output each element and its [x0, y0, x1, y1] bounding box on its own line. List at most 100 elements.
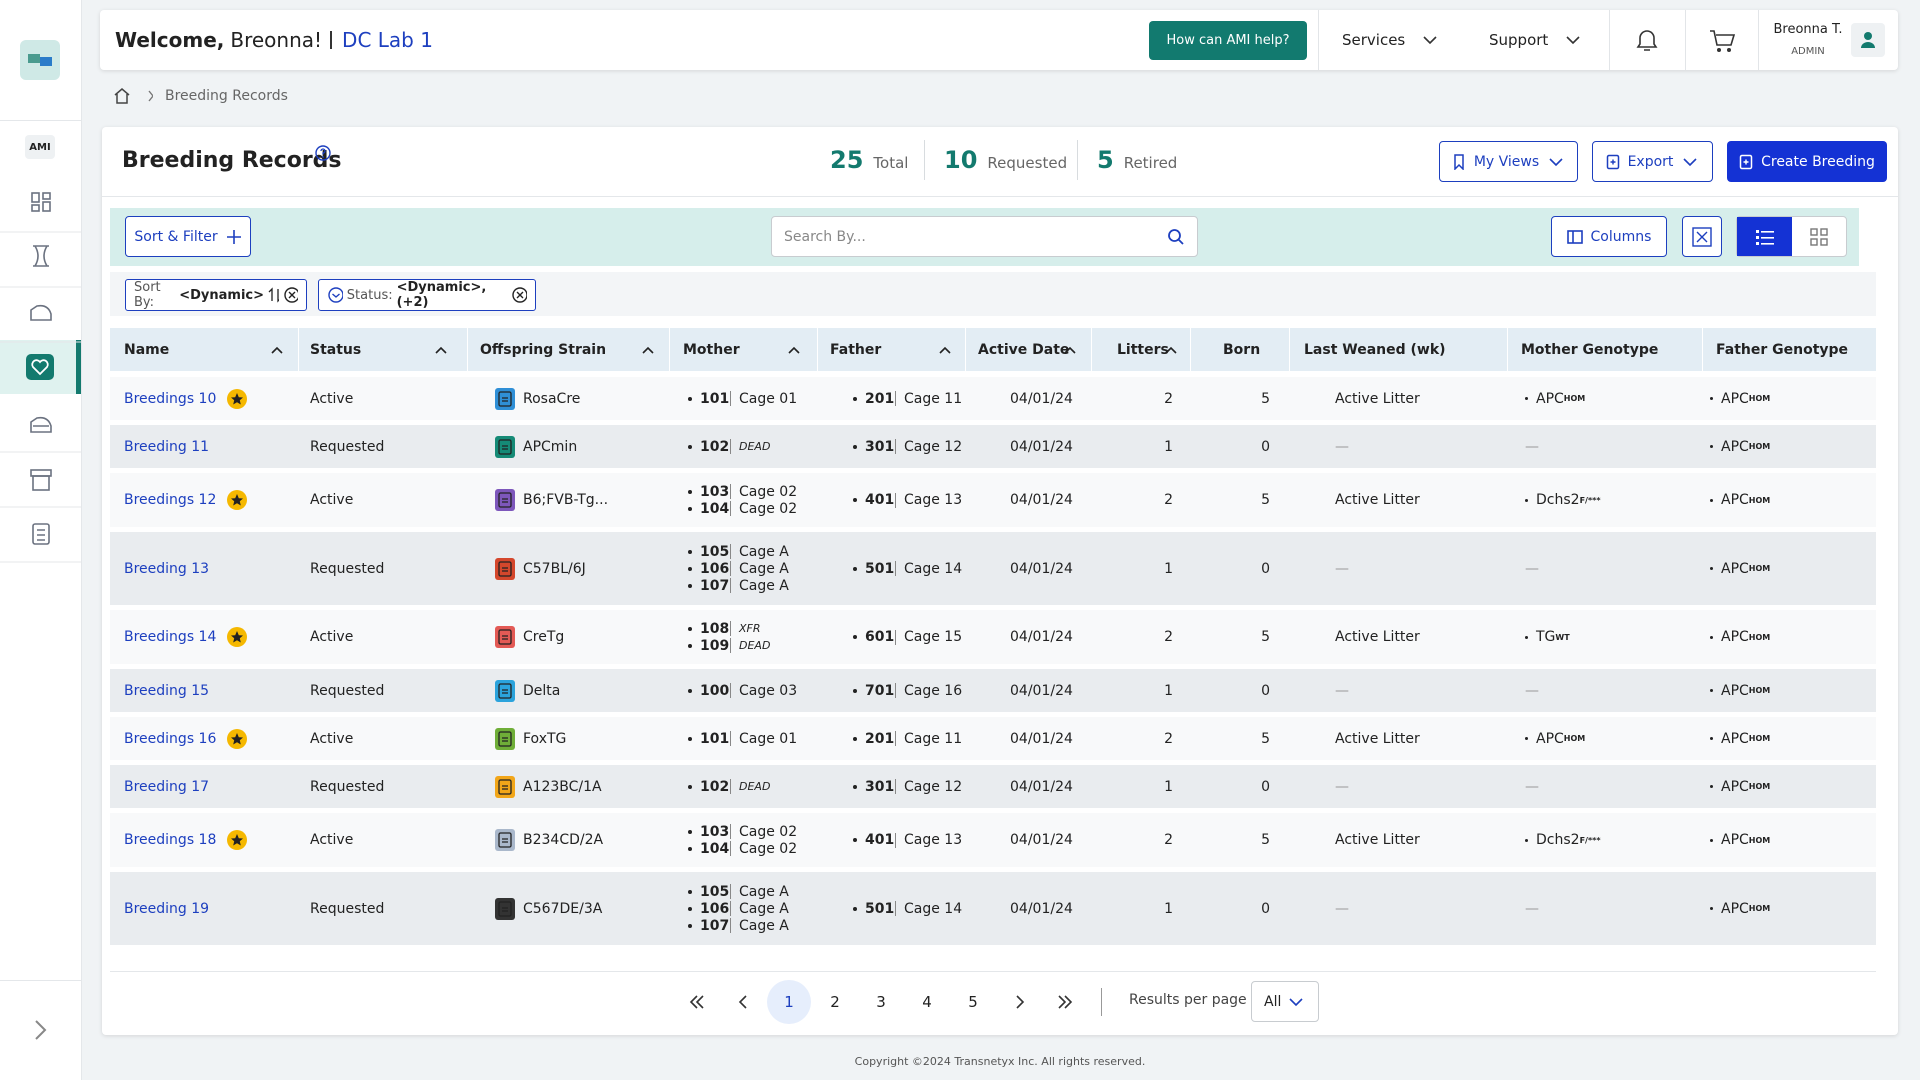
column-header[interactable]: Born: [1223, 341, 1261, 358]
expand-icon: [1692, 226, 1712, 247]
column-header[interactable]: Status: [310, 341, 362, 358]
record-link[interactable]: Breeding 13: [124, 560, 210, 577]
strain-name: Delta: [523, 682, 561, 699]
litters-cell: 1: [1110, 765, 1173, 808]
column-header[interactable]: Active Date: [978, 341, 1070, 358]
weaned-cell: Active Litter: [1335, 813, 1420, 867]
column-header[interactable]: Offspring Strain: [480, 341, 607, 358]
record-link[interactable]: Breedings 14: [124, 629, 217, 645]
record-link[interactable]: Breeding 19: [124, 900, 210, 917]
list-view[interactable]: [1737, 217, 1792, 256]
table-row[interactable]: Breeding 11 Requested APCmin 102 DEAD 301 Cage…: [110, 425, 1876, 468]
bullet: [688, 736, 692, 741]
genotype-sup: HOM: [1748, 904, 1771, 913]
help-button[interactable]: How can AMI help?: [1149, 21, 1307, 60]
filter-chip[interactable]: Status: <Dynamic>, (+2): [318, 279, 536, 311]
page-number[interactable]: 1: [767, 980, 811, 1024]
status-cell: Requested: [310, 765, 384, 808]
logo[interactable]: [20, 40, 60, 80]
page-button[interactable]: Create Breeding: [1727, 141, 1887, 182]
chevron: [1423, 36, 1437, 45]
columns-button[interactable]: Columns: [1551, 216, 1667, 257]
page-number[interactable]: 3: [876, 993, 886, 1011]
active-date: 04/01/24: [1010, 682, 1073, 699]
per-page-select[interactable]: All: [1251, 981, 1319, 1022]
table-row[interactable]: Breeding 15 Requested Delta 100 Cage 03 701 Ca…: [110, 669, 1876, 712]
page-button[interactable]: My Views: [1439, 141, 1578, 182]
ami-badge[interactable]: AMI: [25, 135, 55, 159]
nav-menu[interactable]: Services: [1342, 10, 1445, 70]
record-link[interactable]: Breedings 12: [124, 492, 217, 508]
genotype: APC HOM: [1710, 492, 1770, 509]
strain-cell: Delta: [495, 669, 560, 712]
breadcrumb-icons[interactable]: [113, 86, 153, 106]
genotype-base: TG: [1536, 629, 1556, 645]
page-nav[interactable]: [720, 980, 764, 1024]
animal-id: 100: [700, 682, 730, 699]
bullet: [853, 566, 857, 571]
record-link[interactable]: Breedings 10: [124, 390, 217, 407]
sort-filter-button[interactable]: Sort & Filter: [125, 216, 251, 257]
table-row[interactable]: Breeding 13 Requested C57BL/6J 105 Cage A 106…: [110, 532, 1876, 605]
expand-button[interactable]: [1682, 216, 1722, 257]
record-link[interactable]: Breedings 16: [124, 730, 217, 747]
page-number[interactable]: 4: [922, 993, 932, 1011]
page-number[interactable]: 2: [830, 993, 840, 1011]
father-cell: 501 Cage 14: [853, 532, 962, 605]
column-header[interactable]: Litters: [1117, 341, 1169, 358]
nav-menu[interactable]: Support: [1489, 10, 1588, 70]
page-nav[interactable]: [1043, 980, 1087, 1024]
search-input[interactable]: Search By...: [771, 216, 1198, 257]
help-icon[interactable]: [314, 144, 332, 162]
genotype-sup: HOM: [1748, 835, 1771, 845]
cage: Cage A: [730, 578, 789, 594]
litters-cell: 1: [1110, 872, 1173, 945]
table-row[interactable]: Breeding 19 Requested C567DE/3A 105 Cage A 10…: [110, 872, 1876, 945]
name-cell: Breedings 16: [124, 717, 248, 760]
bullet: [1710, 737, 1713, 740]
page-button[interactable]: Export: [1592, 141, 1713, 182]
expand-sidebar[interactable]: [30, 1018, 50, 1042]
nav-label: Support: [1489, 31, 1549, 49]
table-row[interactable]: Breedings 14 Active CreTg 108 XFR 109 DEAD 601 C…: [110, 610, 1876, 664]
strain-name: FoxTG: [523, 730, 567, 747]
page-number[interactable]: 5: [968, 993, 978, 1011]
status-cell: Requested: [310, 669, 384, 712]
lab-name[interactable]: DC Lab 1: [342, 28, 433, 52]
record-link[interactable]: Breeding 17: [124, 778, 210, 795]
column-header[interactable]: Father: [830, 341, 882, 358]
table-row[interactable]: Breeding 17 Requested A123BC/1A 102 DEAD 301 C…: [110, 765, 1876, 808]
column-header[interactable]: Mother: [683, 341, 740, 358]
table-row[interactable]: Breedings 16 Active FoxTG 101 Cage 01 201 Cage…: [110, 717, 1876, 760]
page-nav[interactable]: [997, 980, 1041, 1024]
mother-genotype-cell: —: [1525, 872, 1539, 945]
active-date: 04/01/24: [1010, 560, 1073, 577]
name-line: Breeding 17: [124, 778, 209, 795]
star: [227, 388, 248, 409]
table-row[interactable]: Breedings 10 Active RosaCre 101 Cage 01 201 Ca…: [110, 377, 1876, 420]
table-row[interactable]: Breedings 12 Active B6;FVB-Tg... 103 Cage 02…: [110, 473, 1876, 527]
notifications[interactable]: [1634, 28, 1660, 54]
record-link[interactable]: Breeding 11: [124, 438, 210, 455]
column-header[interactable]: Last Weaned (wk): [1304, 341, 1446, 358]
page-nav[interactable]: [675, 980, 719, 1024]
litters: 2: [1164, 730, 1173, 747]
date-cell: 04/01/24: [1010, 610, 1073, 664]
name-cell: Breeding 11: [124, 425, 209, 468]
welcome: Welcome, Breonna! DC Lab 1: [115, 10, 433, 70]
user-name[interactable]: Breonna T.: [1773, 22, 1843, 37]
grid-view[interactable]: [1792, 217, 1846, 256]
column-header[interactable]: Name: [124, 341, 170, 358]
cart[interactable]: [1708, 28, 1736, 54]
record-link[interactable]: Breedings 18: [124, 832, 217, 848]
name-cell: Breedings 14: [124, 610, 248, 664]
father-cell: 701 Cage 16: [853, 669, 962, 712]
column-header[interactable]: Father Genotype: [1716, 341, 1849, 358]
stat-label: Total: [873, 154, 909, 172]
record-link[interactable]: Breeding 15: [124, 682, 210, 699]
filter-chip[interactable]: Sort By: <Dynamic>: [125, 279, 307, 311]
table-row[interactable]: Breedings 18 Active B234CD/2A 103 Cage 02 104…: [110, 813, 1876, 867]
column-header[interactable]: Mother Genotype: [1521, 341, 1659, 358]
avatar[interactable]: [1851, 23, 1885, 57]
cage: DEAD: [730, 439, 770, 454]
